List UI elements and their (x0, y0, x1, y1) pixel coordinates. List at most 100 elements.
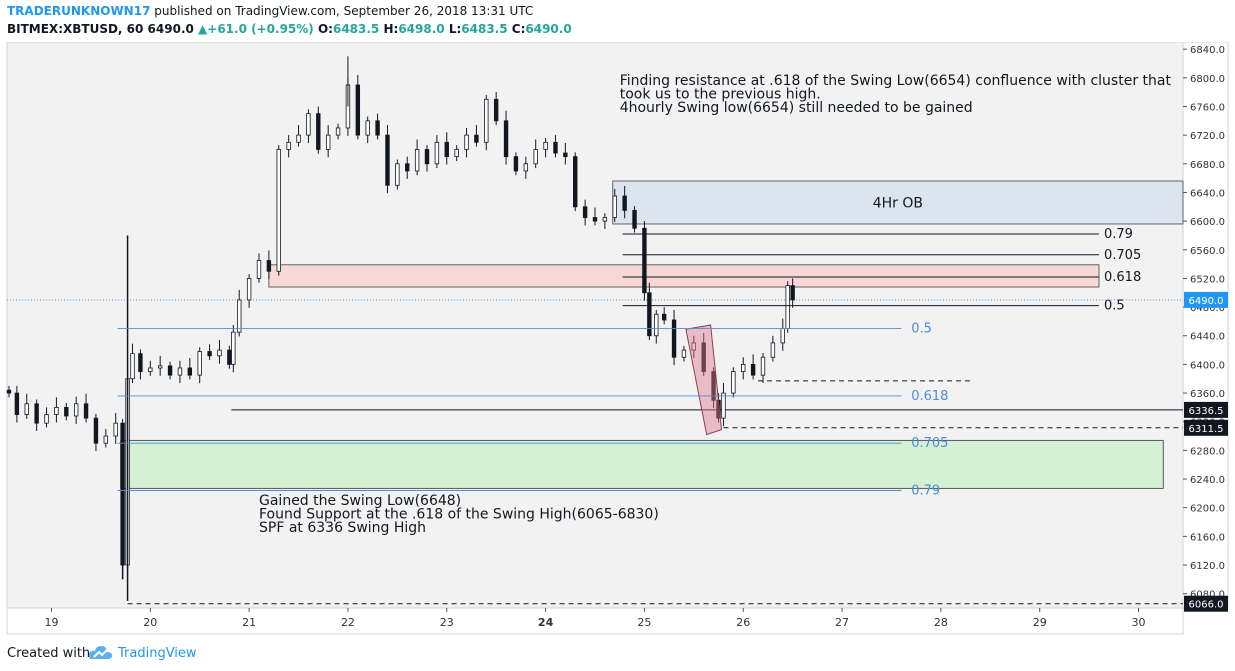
low-value: 6483.5 (461, 22, 508, 36)
candle (246, 278, 252, 301)
y-tick-label: 6280.0 (1190, 446, 1225, 457)
candle (654, 313, 659, 337)
y-tick-label: 6640.0 (1190, 188, 1225, 199)
x-tick-label: 19 (44, 616, 58, 629)
x-tick-label: 28 (934, 616, 948, 629)
y-tick-label: 6600.0 (1190, 217, 1225, 228)
y-tick-label: 6400.0 (1190, 360, 1225, 371)
candle (602, 217, 608, 222)
candle (790, 285, 795, 301)
y-tick-label: 6800.0 (1190, 74, 1225, 85)
candle (266, 260, 272, 272)
candle (493, 98, 499, 122)
tradingview-cloud-icon[interactable] (88, 644, 114, 662)
candle (701, 342, 706, 372)
candle (632, 209, 637, 229)
y-tick-label: 6720.0 (1190, 131, 1225, 142)
candle (592, 217, 598, 222)
candle (227, 349, 232, 365)
price-tag (1184, 595, 1228, 612)
footer: Created with TradingView (0, 636, 1235, 671)
x-tick-label: 25 (637, 616, 651, 629)
candle (395, 163, 400, 186)
candle (14, 392, 20, 415)
y-tick-label: 6440.0 (1190, 332, 1225, 343)
candle (64, 406, 69, 417)
fib-label: 0.618 (1104, 270, 1141, 285)
annotation-text: SPF at 6336 Swing High (259, 520, 426, 536)
y-tick-label: 6680.0 (1190, 160, 1225, 171)
candle (355, 84, 361, 136)
fib-label: 0.79 (1104, 227, 1133, 242)
candle (217, 349, 222, 357)
candle (375, 120, 380, 136)
candle (296, 134, 301, 143)
fib-label: 0.705 (1104, 248, 1141, 263)
y-tick-label: 6080.0 (1190, 590, 1225, 601)
candle (543, 141, 548, 150)
y-tick-label: 6200.0 (1190, 504, 1225, 515)
candle (647, 292, 652, 337)
candle (464, 134, 469, 150)
price-tag-label: 6490.0 (1189, 296, 1224, 307)
candle (93, 417, 99, 444)
close-value: 6490.0 (525, 22, 572, 36)
fib-blue-label: 0.705 (911, 436, 948, 451)
candle (414, 149, 420, 172)
y-tick-label: 6480.0 (1190, 303, 1225, 314)
candle (335, 127, 341, 136)
x-tick-label: 20 (143, 616, 157, 629)
author-name[interactable]: TRADERUNKNOWN17 (7, 4, 151, 18)
candle (454, 149, 459, 158)
candle (130, 353, 135, 380)
y-tick-label: 6160.0 (1190, 532, 1225, 543)
candle (177, 367, 183, 376)
price-chart[interactable]: 4Hr OB 0.79 0.705 0.618 0.5 0.5 0.618 0.705 0.7… (0, 42, 1235, 636)
price-tag-label: 6336.5 (1189, 406, 1224, 417)
price-axis[interactable] (1182, 42, 1229, 609)
close-label: C: (511, 22, 526, 36)
x-tick-label: 30 (1132, 616, 1146, 629)
candle (731, 371, 736, 394)
candle (444, 141, 449, 158)
candle (138, 353, 143, 372)
open-value: 6483.5 (332, 22, 380, 36)
time-axis[interactable] (6, 607, 1184, 635)
candle (325, 134, 331, 150)
candle (405, 163, 410, 172)
candle (750, 364, 756, 376)
candle (34, 403, 39, 424)
candle (523, 163, 529, 172)
symbol-info: BITMEX:XBTUSD, 60 6490.0 ▲+61.0 (+0.95%)… (7, 22, 572, 36)
candle (780, 328, 785, 344)
symbol-label: BITMEX:XBTUSD, 60 (7, 22, 144, 36)
candle (671, 319, 677, 358)
candle (785, 285, 790, 329)
price-tag-label: 6066.0 (1189, 600, 1224, 611)
zone-label: 4Hr OB (873, 195, 923, 211)
candle (6, 389, 12, 394)
fib-blue-label: 0.79 (911, 484, 940, 499)
candle (44, 414, 49, 424)
fib-label: 0.5 (1104, 299, 1125, 314)
fib-blue-label: 0.618 (911, 389, 948, 404)
candle (760, 356, 766, 376)
candle (187, 367, 193, 376)
zone-green (120, 439, 1164, 489)
tradingview-link[interactable]: TradingView (118, 646, 197, 661)
y-tick-label: 6360.0 (1190, 389, 1225, 400)
high-label: H: (383, 22, 399, 36)
y-tick-label: 6760.0 (1190, 102, 1225, 113)
publish-info: TRADERUNKNOWN17 published on TradingView… (7, 4, 533, 18)
candle (231, 331, 236, 365)
published-text: published on TradingView.com, September … (154, 4, 534, 18)
candle (582, 206, 588, 218)
y-tick-label: 6520.0 (1190, 274, 1225, 285)
candle (573, 156, 578, 208)
y-tick-label: 6240.0 (1190, 475, 1225, 486)
price-tag (1184, 419, 1228, 436)
zone-red (268, 264, 1100, 288)
chart-pane[interactable] (6, 42, 1184, 609)
x-tick-label: 27 (835, 616, 849, 629)
candle (54, 406, 59, 415)
